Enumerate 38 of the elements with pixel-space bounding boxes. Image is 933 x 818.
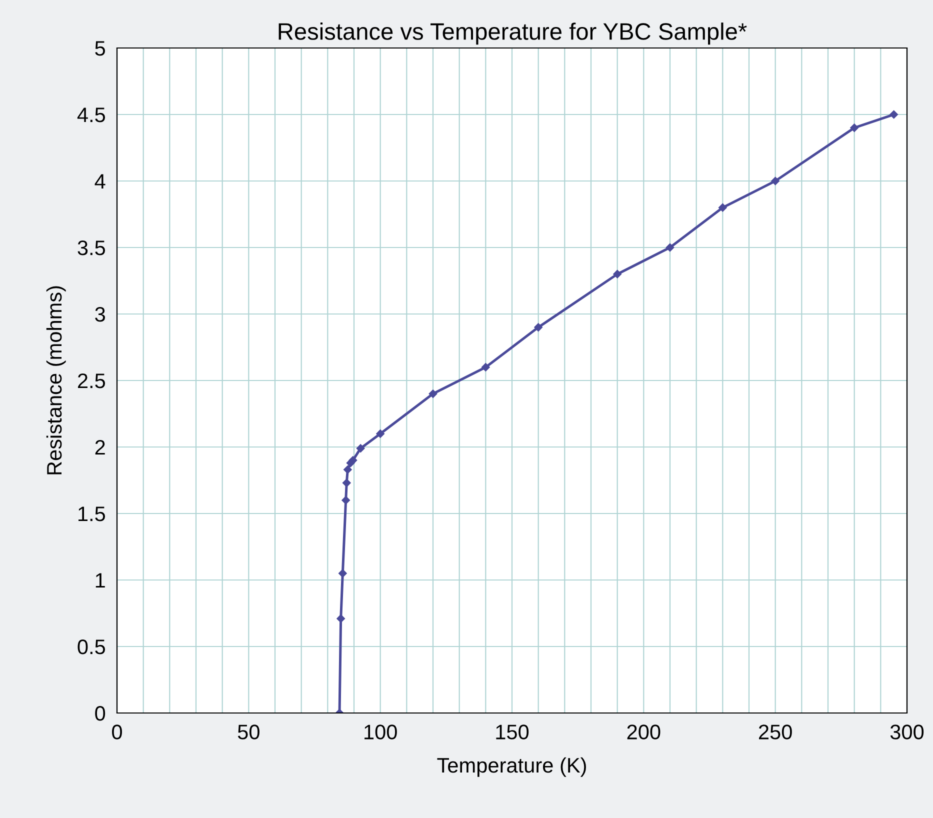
y-tick-label: 4	[94, 174, 106, 189]
point	[890, 110, 898, 119]
y-tick-label: 2.5	[78, 374, 106, 388]
y-tick-label: 0	[95, 706, 106, 721]
point	[718, 203, 727, 212]
y-tick-label: 0.5	[78, 640, 106, 654]
point	[342, 496, 350, 504]
x-tick-label: 50	[238, 724, 260, 740]
point	[482, 363, 490, 372]
x-tick-label: 0	[112, 724, 122, 740]
point	[428, 390, 438, 398]
x-axis-title: Temperature (K)	[437, 757, 586, 777]
point	[348, 456, 358, 464]
y-tick-label: 1.5	[78, 506, 106, 522]
y-tick-label: 3.5	[78, 240, 106, 256]
x-tick-label: 200	[627, 724, 660, 740]
point	[376, 430, 384, 438]
y-tick-label: 1	[96, 573, 105, 588]
point	[534, 323, 542, 332]
x-tick-label: 300	[890, 724, 924, 740]
point	[771, 176, 780, 186]
point	[338, 569, 347, 578]
y-tick-label: 2	[95, 440, 105, 455]
y-axis-title: Resistance (mohms)	[46, 286, 66, 474]
y-tick-label: 5	[95, 41, 106, 56]
point	[850, 124, 858, 132]
y-tick-label: 4.5	[77, 108, 106, 122]
point	[666, 243, 674, 252]
chart-title: Resistance vs Temperature for YBC Sample*	[278, 22, 747, 45]
x-tick-label: 250	[759, 724, 792, 740]
point	[336, 614, 345, 623]
point	[344, 465, 352, 474]
x-tick-label: 150	[496, 724, 529, 740]
point	[356, 444, 365, 452]
x-tick-label: 100	[364, 724, 397, 740]
point	[342, 478, 351, 488]
point	[613, 270, 622, 278]
y-tick-label: 3	[95, 307, 105, 322]
